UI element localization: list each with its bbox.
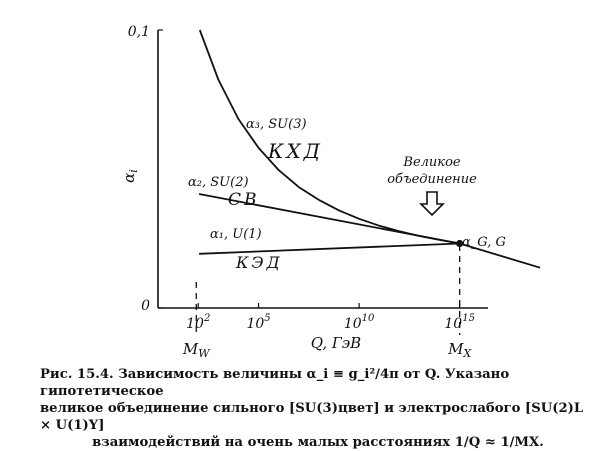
caption-line-1: Рис. 15.4. Зависимость величины α_i ≡ g_… [40,367,510,399]
x-tick-exp: 2 [203,313,210,324]
x-tick-label: 102 [186,313,210,332]
series-line-0 [198,29,460,245]
series-handwritten-1: СВ [228,190,260,210]
x-tick-exp: 5 [264,313,270,324]
series-line-3 [459,242,541,269]
x-tick-label: 105 [246,313,270,332]
marker-label-sub: X [462,347,472,360]
x-tick-base: 10 [246,316,264,332]
x-tick-label: 1010 [344,313,375,332]
unification-label-line2: объединение [387,172,477,187]
x-tick-base: 10 [186,316,204,332]
series-line-1 [198,193,460,245]
x-tick-base: 10 [444,316,462,332]
marker-label-main: M [447,340,464,358]
marker-label-M_X: MX [447,340,472,360]
series-name-3: α_G, G [462,235,506,250]
series-line-2 [199,242,460,255]
y-tick-label: 0 [141,298,150,314]
x-tick-exp: 15 [462,313,475,324]
series-name-2: α₁, U(1) [210,227,262,242]
marker-label-sub: W [198,347,211,360]
series-name-0: α₃, SU(3) [246,117,307,132]
unification-point [456,239,464,248]
caption-line-2: великое объединение сильного [SU(3)цвет]… [40,401,584,433]
marker-label-main: M [182,340,199,358]
unification-label-line1: Великое [402,155,460,170]
series-name-1: α₂, SU(2) [188,175,249,190]
y-axis-label-sub: i [127,169,140,173]
marker-label-M_W: MW [182,340,211,360]
y-tick-label: 0,1 [128,24,150,40]
y-axis-label: αi [120,169,140,183]
x-tick-base: 10 [344,316,362,332]
down-arrow-icon [419,191,445,217]
y-axis-label-main: α [120,173,138,183]
coupling-chart: 00,1 102 105 1010 1015 αi Q, ГэВ MW MX α₃, S… [120,24,541,360]
x-tick-label: 1015 [444,313,475,332]
x-tick-exp: 10 [362,313,375,324]
caption-line-3: взаимодействий на очень малых расстояния… [92,435,544,450]
x-axis-label: Q, ГэВ [311,334,361,352]
unification-annotation: Великое объединение [387,155,477,217]
figure-caption: Рис. 15.4. Зависимость величины α_i ≡ g_… [40,366,596,451]
series-handwritten-0: КХД [267,139,323,163]
series-handwritten-2: КЭД [235,253,283,272]
